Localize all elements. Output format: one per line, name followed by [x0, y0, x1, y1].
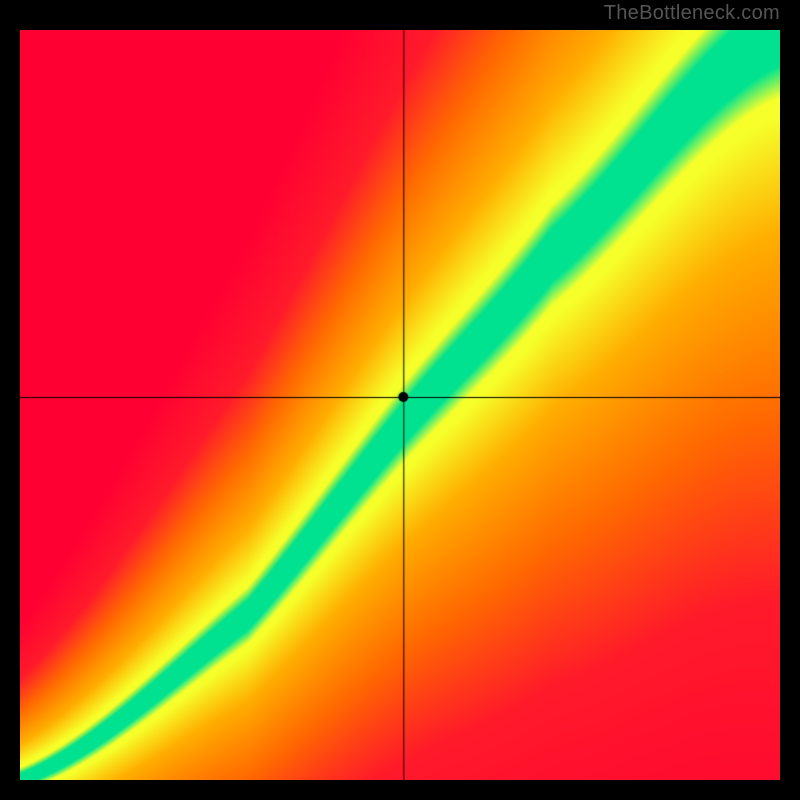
watermark-text: TheBottleneck.com — [604, 2, 780, 25]
bottleneck-heatmap — [20, 30, 780, 780]
heatmap-canvas — [20, 30, 780, 780]
